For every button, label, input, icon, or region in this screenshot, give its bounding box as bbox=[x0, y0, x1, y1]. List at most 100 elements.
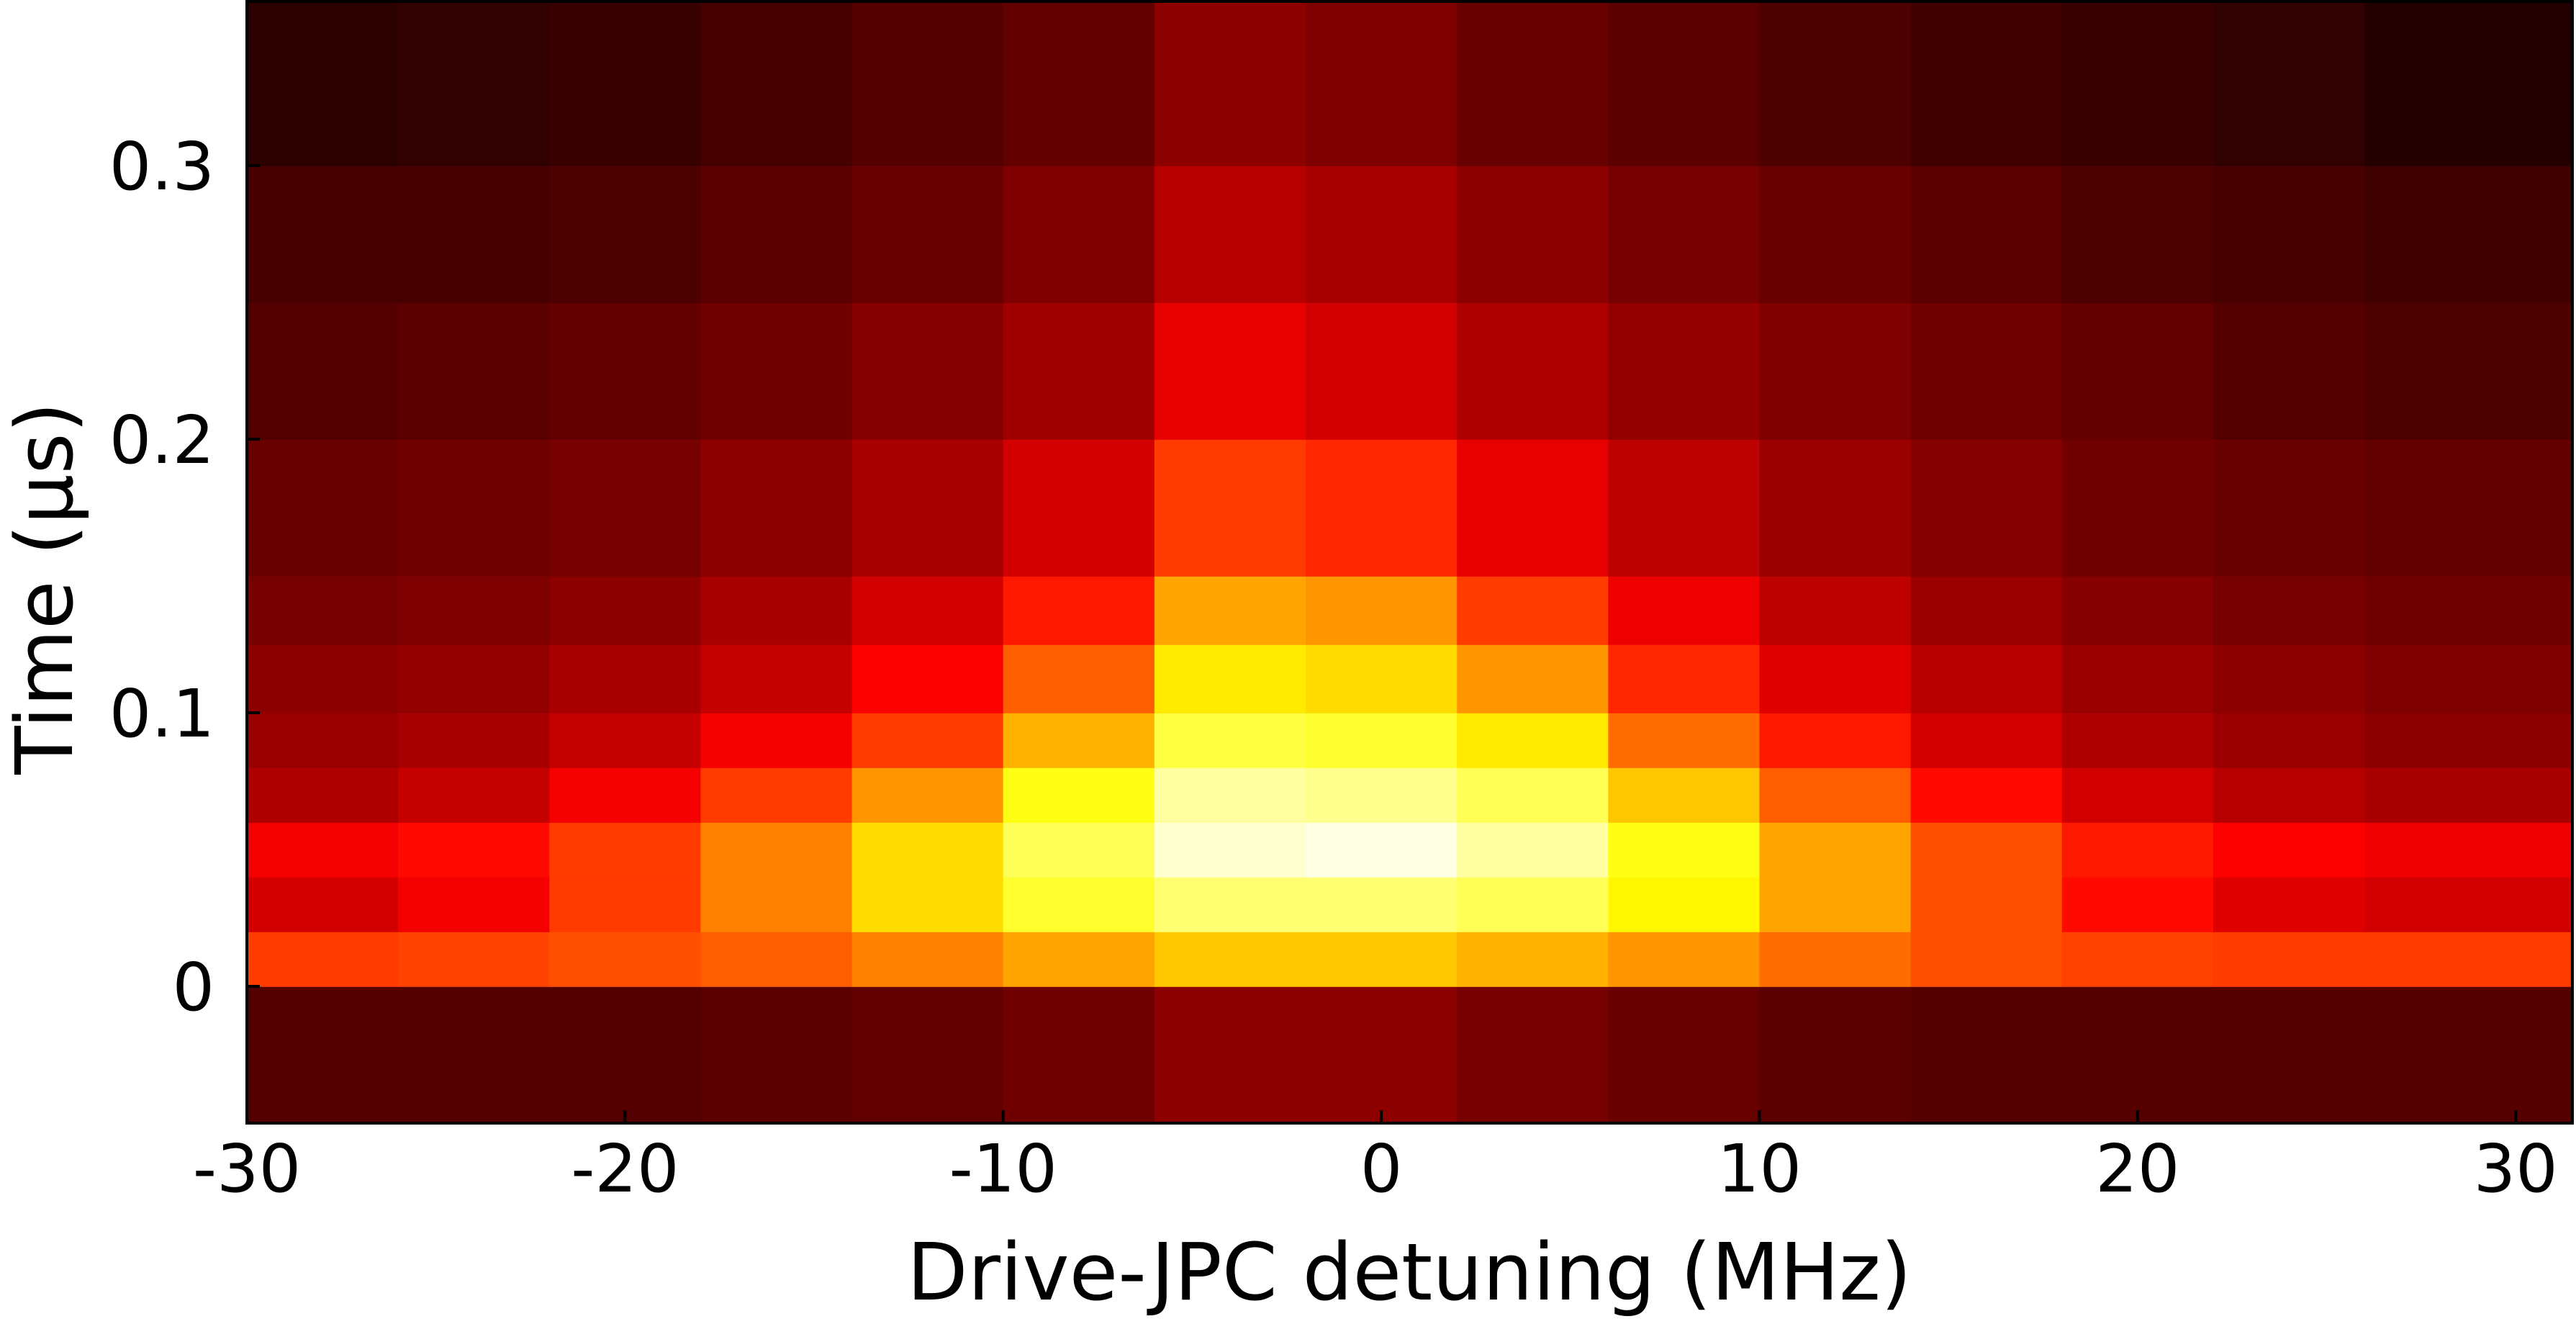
heatmap-cell bbox=[1154, 822, 1306, 878]
heatmap-cell bbox=[2213, 644, 2365, 713]
heatmap-cell bbox=[1608, 822, 1761, 878]
heatmap-cell bbox=[1003, 822, 1155, 878]
heatmap-cell bbox=[1003, 986, 1155, 1124]
heatmap-cell bbox=[2364, 439, 2573, 577]
heatmap-cell bbox=[1003, 932, 1155, 987]
heatmap-cell bbox=[2364, 877, 2573, 932]
heatmap-cell bbox=[2364, 822, 2573, 878]
heatmap-cell bbox=[247, 877, 399, 932]
heatmap-cell bbox=[851, 166, 1004, 303]
heatmap-cell bbox=[398, 822, 551, 878]
heatmap-cell bbox=[851, 713, 1004, 768]
heatmap-cell bbox=[1759, 439, 1912, 577]
heatmap-cell bbox=[1154, 439, 1306, 577]
heatmap-cell bbox=[1759, 576, 1912, 645]
heatmap-cell bbox=[2213, 932, 2365, 987]
heatmap-cell bbox=[2061, 822, 2214, 878]
heatmap-cell bbox=[2364, 1, 2573, 166]
heatmap-cell bbox=[1154, 166, 1306, 303]
heatmap-cell bbox=[2061, 877, 2214, 932]
heatmap-cell bbox=[1457, 166, 1609, 303]
heatmap-cell bbox=[1608, 302, 1761, 440]
heatmap-cell bbox=[1759, 166, 1912, 303]
heatmap-cell bbox=[2061, 932, 2214, 987]
heatmap-cell bbox=[398, 713, 551, 768]
heatmap-cell bbox=[2213, 713, 2365, 768]
heatmap-cell bbox=[1910, 877, 2063, 932]
heatmap-cell bbox=[1759, 713, 1912, 768]
x-tick-label: 30 bbox=[2474, 1130, 2558, 1207]
x-axis-label: Drive-JPC detuning (MHz) bbox=[907, 1226, 1912, 1318]
heatmap-cell bbox=[549, 932, 702, 987]
heatmap-cell bbox=[700, 713, 853, 768]
heatmap-cell bbox=[851, 877, 1004, 932]
heatmap-cell bbox=[1759, 986, 1912, 1124]
heatmap-cell bbox=[247, 644, 399, 713]
heatmap-cell bbox=[2213, 822, 2365, 878]
heatmap-cell bbox=[2213, 302, 2365, 440]
heatmap-cell bbox=[1306, 767, 1458, 823]
heatmap-cell bbox=[1608, 986, 1761, 1124]
x-tick-label: 20 bbox=[2095, 1130, 2179, 1207]
heatmap-cell bbox=[1457, 644, 1609, 713]
heatmap-cell bbox=[1910, 644, 2063, 713]
heatmap-cell bbox=[398, 986, 551, 1124]
heatmap-cell bbox=[1154, 713, 1306, 768]
heatmap-cell bbox=[398, 644, 551, 713]
heatmap-cell bbox=[1759, 1, 1912, 166]
heatmap-cell bbox=[1457, 713, 1609, 768]
heatmap-cell bbox=[2061, 439, 2214, 577]
heatmap-cell bbox=[700, 302, 853, 440]
heatmap-cell bbox=[549, 439, 702, 577]
heatmap-cell bbox=[1910, 302, 2063, 440]
heatmap-cell bbox=[2061, 302, 2214, 440]
heatmap-cell bbox=[549, 576, 702, 645]
heatmap-cell bbox=[1306, 439, 1458, 577]
heatmap-cell bbox=[1306, 644, 1458, 713]
heatmap-cell bbox=[1608, 439, 1761, 577]
heatmap-cell bbox=[247, 1, 399, 166]
heatmap-cell bbox=[1457, 932, 1609, 987]
heatmap-cell bbox=[1154, 1, 1306, 166]
heatmap-cell bbox=[1306, 302, 1458, 440]
heatmap-cell bbox=[1759, 932, 1912, 987]
heatmap-cell bbox=[1759, 877, 1912, 932]
heatmap-cell bbox=[2364, 302, 2573, 440]
heatmap-cell bbox=[1306, 932, 1458, 987]
heatmap-cell bbox=[700, 986, 853, 1124]
heatmap-cell bbox=[2364, 713, 2573, 768]
heatmap-cell bbox=[1608, 576, 1761, 645]
x-tick-label: -30 bbox=[193, 1130, 301, 1207]
heatmap-cell bbox=[1910, 822, 2063, 878]
heatmap-cell bbox=[1154, 932, 1306, 987]
heatmap-cell bbox=[1154, 576, 1306, 645]
heatmap-cell bbox=[2213, 576, 2365, 645]
heatmap-cell bbox=[549, 1, 702, 166]
heatmap-cell bbox=[2061, 644, 2214, 713]
heatmap-cell bbox=[1003, 576, 1155, 645]
y-tick-label: 0.1 bbox=[109, 675, 214, 752]
x-tick-label: -10 bbox=[949, 1130, 1057, 1207]
heatmap-cell bbox=[1003, 767, 1155, 823]
heatmap-cell bbox=[549, 166, 702, 303]
heatmap-cell bbox=[1003, 877, 1155, 932]
heatmap-cell bbox=[549, 302, 702, 440]
heatmap-cell bbox=[2213, 986, 2365, 1124]
heatmap-cell bbox=[398, 576, 551, 645]
heatmap-cell bbox=[1608, 1, 1761, 166]
heatmap-cell bbox=[1003, 166, 1155, 303]
heatmap-cell bbox=[700, 767, 853, 823]
heatmap-cell bbox=[398, 767, 551, 823]
heatmap-cell bbox=[2061, 166, 2214, 303]
heatmap-cell bbox=[1759, 767, 1912, 823]
heatmap-cell bbox=[2213, 1, 2365, 166]
heatmap-cell bbox=[1608, 644, 1761, 713]
x-tick-label: 0 bbox=[1360, 1130, 1403, 1207]
heatmap-cell bbox=[1306, 877, 1458, 932]
heatmap-cell bbox=[247, 576, 399, 645]
heatmap-cell bbox=[1608, 713, 1761, 768]
heatmap-cell bbox=[247, 932, 399, 987]
heatmap-cell bbox=[1003, 644, 1155, 713]
heatmap-cell bbox=[700, 166, 853, 303]
